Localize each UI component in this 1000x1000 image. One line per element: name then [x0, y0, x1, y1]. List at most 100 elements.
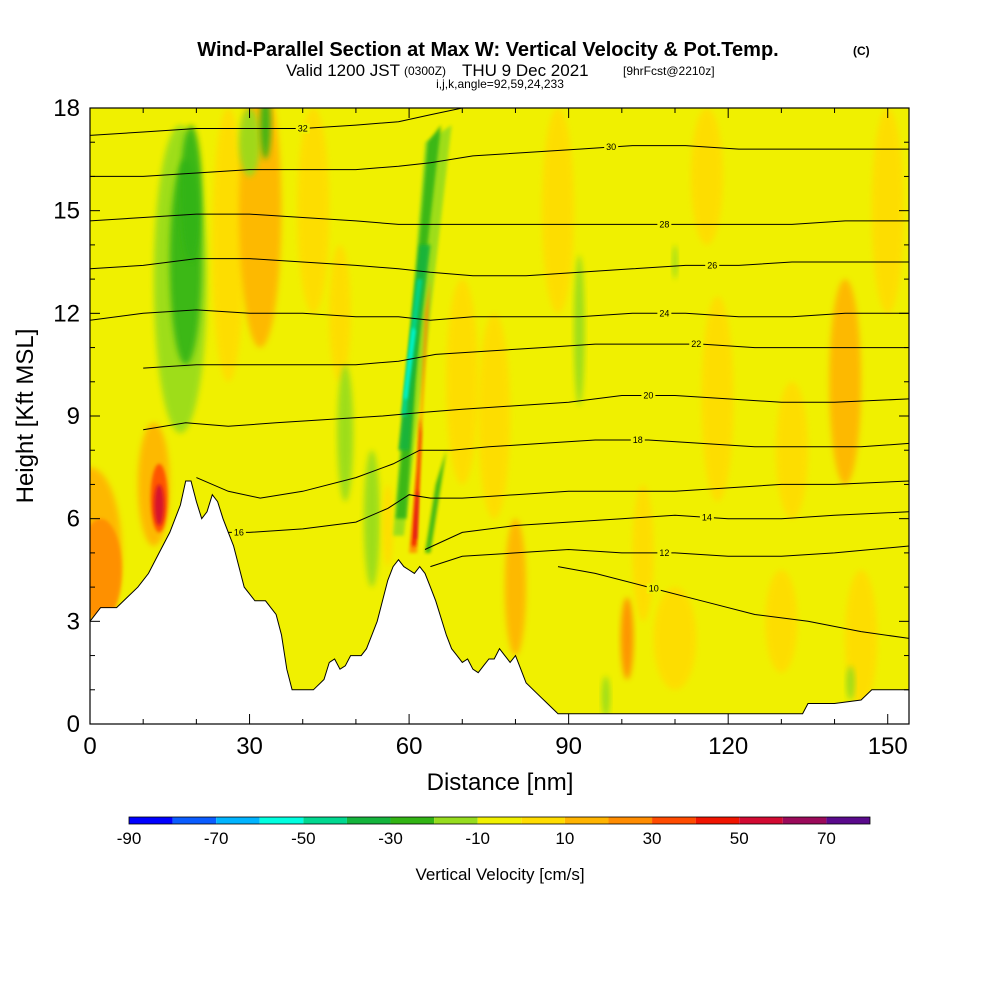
contour-label-bg	[699, 512, 714, 523]
colorbar-swatch	[782, 817, 827, 824]
section-params: i,j,k,angle=92,59,24,233	[436, 77, 564, 91]
colorbar-swatch	[216, 817, 260, 824]
contour-label-bg	[657, 308, 672, 319]
y-tick-label: 9	[67, 403, 80, 430]
colorbar-label: -90	[117, 829, 142, 848]
theta-contours	[90, 108, 909, 639]
terrain-mask	[90, 480, 909, 724]
velocity-band	[411, 416, 422, 547]
velocity-region	[601, 676, 611, 718]
y-tick-label: 3	[67, 608, 80, 635]
contour-label: 14	[702, 512, 712, 522]
chart-subtitle: Valid 1200 JST (0300Z) THU 9 Dec 2021 [9…	[286, 61, 715, 80]
forecast-info: [9hrFcst@2210z]	[623, 64, 715, 78]
contour-label-bg	[689, 339, 704, 350]
contour-label: 10	[649, 583, 659, 593]
theta-contour	[90, 309, 909, 321]
theta-contour	[90, 145, 909, 177]
contour-label-bg	[604, 142, 619, 153]
velocity-region	[260, 108, 271, 160]
theta-contour	[424, 511, 909, 550]
colorbar: -90 -70 -50 -30 -10 10 30 50 70	[117, 816, 871, 848]
contour-label-bg	[231, 527, 246, 538]
contour-label: 28	[659, 219, 669, 229]
colorbar-label: 10	[555, 829, 574, 848]
velocity-field	[90, 108, 904, 718]
velocity-region	[701, 296, 734, 502]
x-tick-label: 30	[236, 733, 263, 760]
theta-contour	[90, 213, 909, 225]
colorbar-swatch	[303, 817, 347, 824]
colorbar-label: 70	[817, 829, 836, 848]
velocity-region	[829, 279, 862, 485]
velocity-region	[871, 108, 904, 314]
colorbar-swatch	[346, 817, 391, 824]
x-tick-label: 90	[555, 733, 582, 760]
velocity-region	[382, 484, 394, 567]
y-tick-label: 15	[53, 198, 80, 225]
contour-label-bg	[705, 260, 720, 271]
velocity-region	[90, 518, 122, 622]
velocity-band	[409, 279, 431, 553]
chart-title: Wind-Parallel Section at Max W: Vertical…	[197, 39, 778, 61]
valid-time: Valid 1200 JST	[286, 61, 400, 80]
contour-label-bg	[641, 390, 656, 401]
contour-label-bg	[657, 219, 672, 230]
theta-contour	[143, 395, 909, 431]
contour-labels: 10 12 14 16 18 20 22 24 26 28 30 32	[231, 123, 720, 594]
contour-label: 24	[659, 308, 669, 318]
contour-label: 12	[659, 548, 669, 558]
contour-label: 30	[606, 142, 616, 152]
colorbar-label: -10	[465, 829, 490, 848]
x-tick-label: 150	[868, 733, 908, 760]
colorbar-swatch	[390, 817, 435, 824]
x-tick-label: 0	[83, 733, 96, 760]
colorbar-swatch	[477, 817, 522, 824]
velocity-region	[154, 484, 164, 526]
velocity-region	[180, 125, 202, 262]
colorbar-swatch	[259, 817, 304, 824]
theta-contour	[557, 566, 909, 639]
contour-label: 20	[643, 390, 653, 400]
x-tick-label: 120	[708, 733, 748, 760]
colorbar-label: -30	[378, 829, 403, 848]
valid-date: THU 9 Dec 2021	[462, 61, 589, 80]
utc-time: (0300Z)	[404, 64, 446, 78]
colorbar-label: -50	[291, 829, 316, 848]
velocity-region	[504, 518, 527, 656]
y-axis-label: Height [Kft MSL]	[12, 329, 39, 504]
theta-contour	[228, 480, 909, 533]
contour-label: 22	[691, 339, 701, 349]
colorbar-swatch	[739, 817, 783, 824]
velocity-region	[212, 108, 245, 382]
velocity-region	[765, 570, 798, 673]
y-tick-label: 6	[67, 506, 80, 533]
velocity-region	[620, 597, 634, 680]
velocity-band	[414, 491, 419, 540]
velocity-region	[363, 450, 380, 588]
colorbar-swatch	[521, 817, 565, 824]
colorbar-label: 50	[730, 829, 749, 848]
y-tick-label: 12	[53, 300, 80, 327]
velocity-region	[672, 244, 678, 280]
contour-label-bg	[295, 123, 310, 134]
colorbar-swatch	[652, 817, 696, 824]
plot-area	[90, 108, 909, 724]
velocity-region	[690, 108, 723, 245]
colorbar-swatch	[129, 817, 173, 824]
y-tick-label: 18	[53, 95, 80, 122]
contour-label: 18	[633, 435, 643, 445]
colorbar-swatch	[434, 817, 478, 824]
velocity-region	[337, 364, 354, 502]
theta-contour	[430, 545, 909, 568]
y-tick-label: 0	[67, 711, 80, 738]
contour-label: 16	[234, 527, 244, 537]
theta-contour	[90, 258, 909, 277]
velocity-region	[329, 244, 351, 382]
colorbar-swatch	[695, 817, 740, 824]
contour-label-bg	[646, 583, 661, 594]
x-tick-label: 60	[396, 733, 423, 760]
contour-label-bg	[657, 547, 672, 558]
velocity-region	[446, 279, 479, 485]
